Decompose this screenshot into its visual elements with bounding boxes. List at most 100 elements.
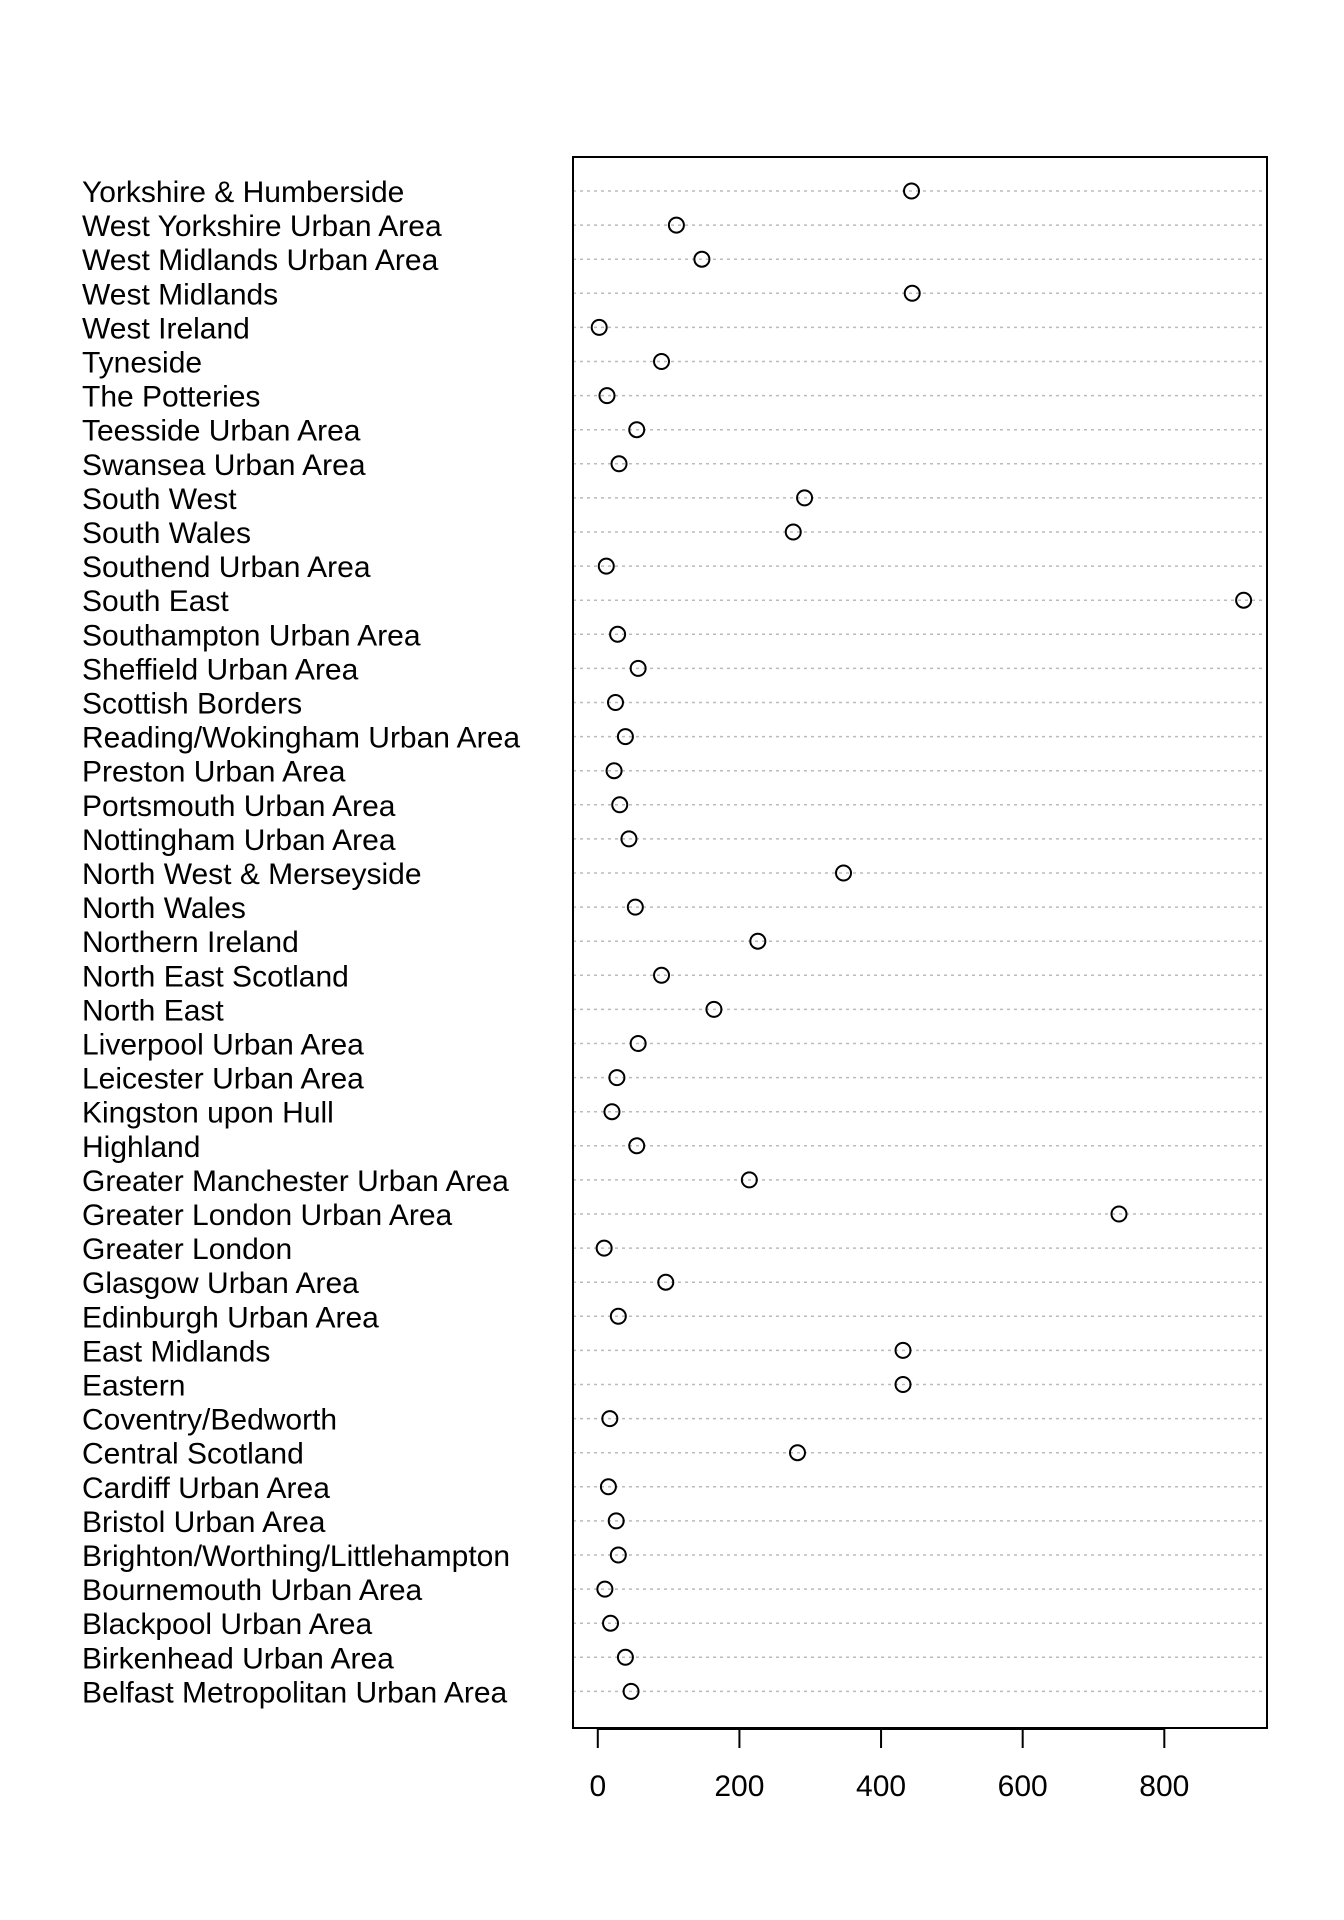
data-point	[796, 489, 814, 507]
category-label: West Midlands	[82, 278, 278, 311]
data-point	[608, 1069, 626, 1087]
category-label: Kingston upon Hull	[82, 1097, 334, 1130]
category-label: North West & Merseyside	[82, 858, 422, 891]
data-point	[596, 1580, 614, 1598]
category-label: Leicester Urban Area	[82, 1063, 364, 1096]
data-point	[903, 182, 921, 200]
data-point	[597, 557, 615, 575]
data-point	[788, 1444, 806, 1462]
category-label: West Ireland	[82, 312, 250, 345]
data-point	[609, 1546, 627, 1564]
category-label: Brighton/Worthing/Littlehampton	[82, 1540, 510, 1573]
category-label: Cardiff Urban Area	[82, 1472, 330, 1505]
category-label: Tyneside	[82, 347, 202, 380]
data-point	[784, 523, 802, 541]
category-label: Nottingham Urban Area	[82, 824, 396, 857]
data-point	[667, 216, 685, 234]
x-tick-label: 800	[1139, 1770, 1189, 1803]
data-point	[606, 694, 624, 711]
category-label: Liverpool Urban Area	[82, 1029, 364, 1062]
category-label: Greater London	[82, 1233, 292, 1266]
data-point	[657, 1273, 675, 1291]
data-point	[622, 1682, 640, 1700]
category-label: Yorkshire & Humberside	[82, 176, 404, 209]
data-point	[598, 387, 616, 405]
data-point	[610, 455, 628, 473]
category-label: Greater Manchester Urban Area	[82, 1165, 509, 1198]
category-label: Reading/Wokingham Urban Area	[82, 722, 520, 755]
data-point	[628, 421, 646, 439]
data-point	[599, 1478, 617, 1496]
category-label: Scottish Borders	[82, 688, 302, 721]
data-point	[605, 762, 623, 780]
category-label: Southend Urban Area	[82, 551, 371, 584]
data-point	[603, 1103, 621, 1121]
category-label: West Yorkshire Urban Area	[82, 210, 442, 243]
category-label: South West	[82, 483, 237, 516]
category-label: Glasgow Urban Area	[82, 1267, 359, 1300]
data-point	[705, 1000, 723, 1018]
grid-lines	[573, 190, 1267, 1693]
data-point	[616, 728, 634, 746]
category-label: The Potteries	[82, 381, 260, 414]
category-label: Preston Urban Area	[82, 756, 346, 789]
data-point	[653, 353, 671, 370]
data-point	[611, 796, 629, 814]
x-tick-label: 0	[589, 1770, 606, 1803]
category-label: Central Scotland	[82, 1438, 304, 1471]
category-label: Southampton Urban Area	[82, 619, 421, 652]
data-point	[616, 1648, 634, 1666]
data-points	[590, 182, 1253, 1700]
data-point	[620, 830, 638, 848]
category-label: Portsmouth Urban Area	[82, 790, 396, 823]
data-point	[740, 1171, 758, 1189]
data-point	[903, 284, 921, 302]
data-point	[629, 659, 647, 677]
category-label: Belfast Metropolitan Urban Area	[82, 1676, 508, 1709]
data-point	[626, 898, 644, 916]
category-label: North Wales	[82, 892, 246, 925]
data-point	[601, 1410, 619, 1428]
data-point	[894, 1341, 912, 1359]
data-point	[609, 1307, 627, 1325]
data-point	[749, 932, 767, 950]
data-point	[1110, 1205, 1128, 1223]
category-label: Greater London Urban Area	[82, 1199, 453, 1232]
plot-frame	[572, 156, 1268, 1729]
category-label: Sheffield Urban Area	[82, 653, 359, 686]
category-label: Bournemouth Urban Area	[82, 1574, 423, 1607]
data-point	[602, 1614, 620, 1632]
category-label: Coventry/Bedworth	[82, 1404, 337, 1437]
category-label: South Wales	[82, 517, 251, 550]
category-label: North East	[82, 994, 224, 1027]
data-point	[894, 1376, 912, 1393]
data-point	[607, 1512, 625, 1530]
data-point	[595, 1239, 613, 1257]
data-point	[590, 318, 608, 336]
data-point	[629, 1035, 647, 1052]
x-tick-label: 400	[856, 1770, 906, 1803]
x-tick-label: 200	[714, 1770, 764, 1803]
category-label: North East Scotland	[82, 960, 349, 993]
data-point	[835, 864, 853, 882]
category-label: Northern Ireland	[82, 926, 299, 959]
data-point	[628, 1137, 646, 1155]
x-tick-label: 600	[998, 1770, 1048, 1803]
category-label: West Midlands Urban Area	[82, 244, 439, 277]
category-label: Teesside Urban Area	[82, 415, 361, 448]
category-label: East Midlands	[82, 1335, 270, 1368]
data-point	[609, 625, 627, 643]
category-label: South East	[82, 585, 229, 618]
data-point	[1235, 591, 1253, 609]
data-point	[693, 250, 711, 268]
category-label: Highland	[82, 1131, 200, 1164]
category-label: Edinburgh Urban Area	[82, 1301, 379, 1334]
category-label: Swansea Urban Area	[82, 449, 366, 482]
category-label: Eastern	[82, 1370, 185, 1403]
category-label: Bristol Urban Area	[82, 1506, 326, 1539]
data-point	[653, 966, 671, 984]
x-axis: 0 200 400 600 800	[589, 1728, 1189, 1803]
category-label: Blackpool Urban Area	[82, 1608, 372, 1641]
